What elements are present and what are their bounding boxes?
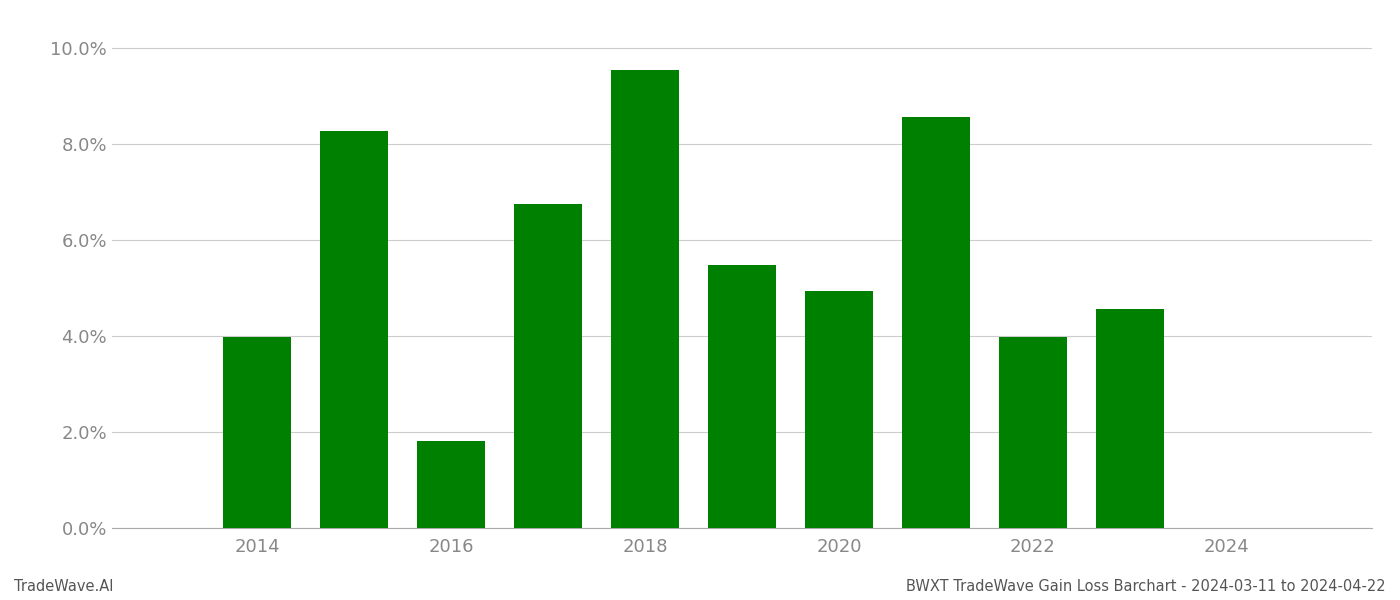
Bar bbox=[708, 265, 776, 528]
Bar bbox=[321, 131, 388, 528]
Bar bbox=[805, 292, 872, 528]
Bar bbox=[998, 337, 1067, 528]
Bar bbox=[1096, 308, 1163, 528]
Bar bbox=[612, 70, 679, 528]
Bar bbox=[514, 204, 582, 528]
Bar bbox=[417, 440, 486, 528]
Bar bbox=[224, 337, 291, 528]
Text: BWXT TradeWave Gain Loss Barchart - 2024-03-11 to 2024-04-22: BWXT TradeWave Gain Loss Barchart - 2024… bbox=[906, 579, 1386, 594]
Bar bbox=[902, 116, 970, 528]
Text: TradeWave.AI: TradeWave.AI bbox=[14, 579, 113, 594]
